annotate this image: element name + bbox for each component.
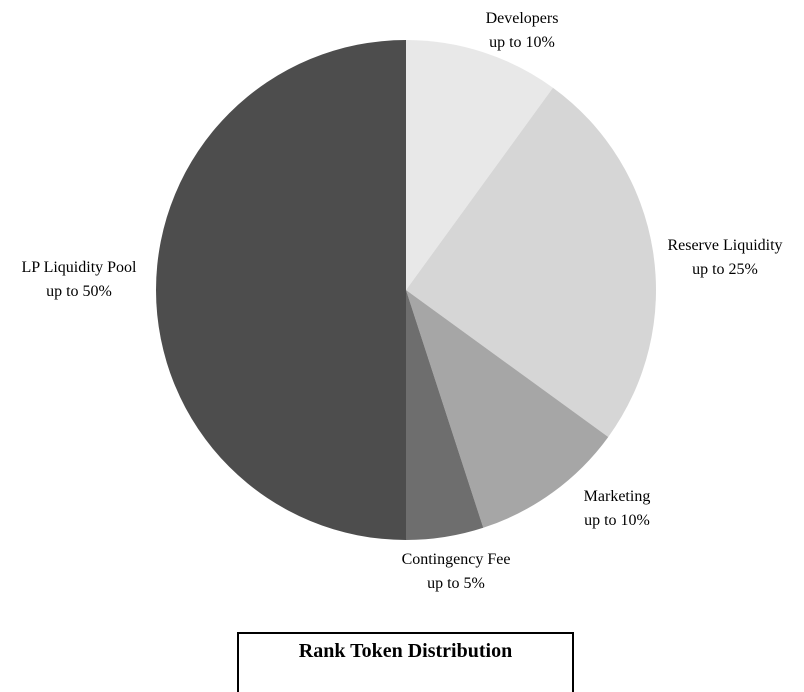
slice-name-reserve-liquidity: Reserve Liquidity — [667, 237, 782, 254]
pie-chart: Developers up to 10% Reserve Liquidity up t… — [22, 10, 783, 592]
chart-title: Rank Token Distribution — [298, 640, 513, 662]
pie-slice-contingency-fee — [406, 290, 484, 540]
slice-name-marketing: Marketing — [584, 488, 651, 505]
slice-name-developers: Developers — [486, 10, 559, 27]
slice-name-contingency-fee: Contingency Fee — [402, 551, 511, 568]
pie-slice-marketing — [406, 290, 609, 528]
slice-name-lp-liquidity-pool: LP Liquidity Pool — [22, 259, 138, 276]
slice-value-label-lp-liquidity-pool: up to 50% — [46, 283, 112, 300]
slice-value-label-marketing: up to 10% — [584, 512, 650, 529]
chart-title-box: Rank Token Distribution — [237, 632, 574, 692]
pie-slice-lp-liquidity-pool — [156, 40, 406, 540]
pie-slice-reserve-liquidity — [406, 87, 657, 437]
slice-value-label-reserve-liquidity: up to 25% — [692, 261, 758, 278]
slice-value-label-contingency-fee: up to 5% — [427, 575, 485, 592]
slice-value-label-developers: up to 10% — [489, 34, 555, 51]
pie-slice-developers — [406, 40, 553, 290]
